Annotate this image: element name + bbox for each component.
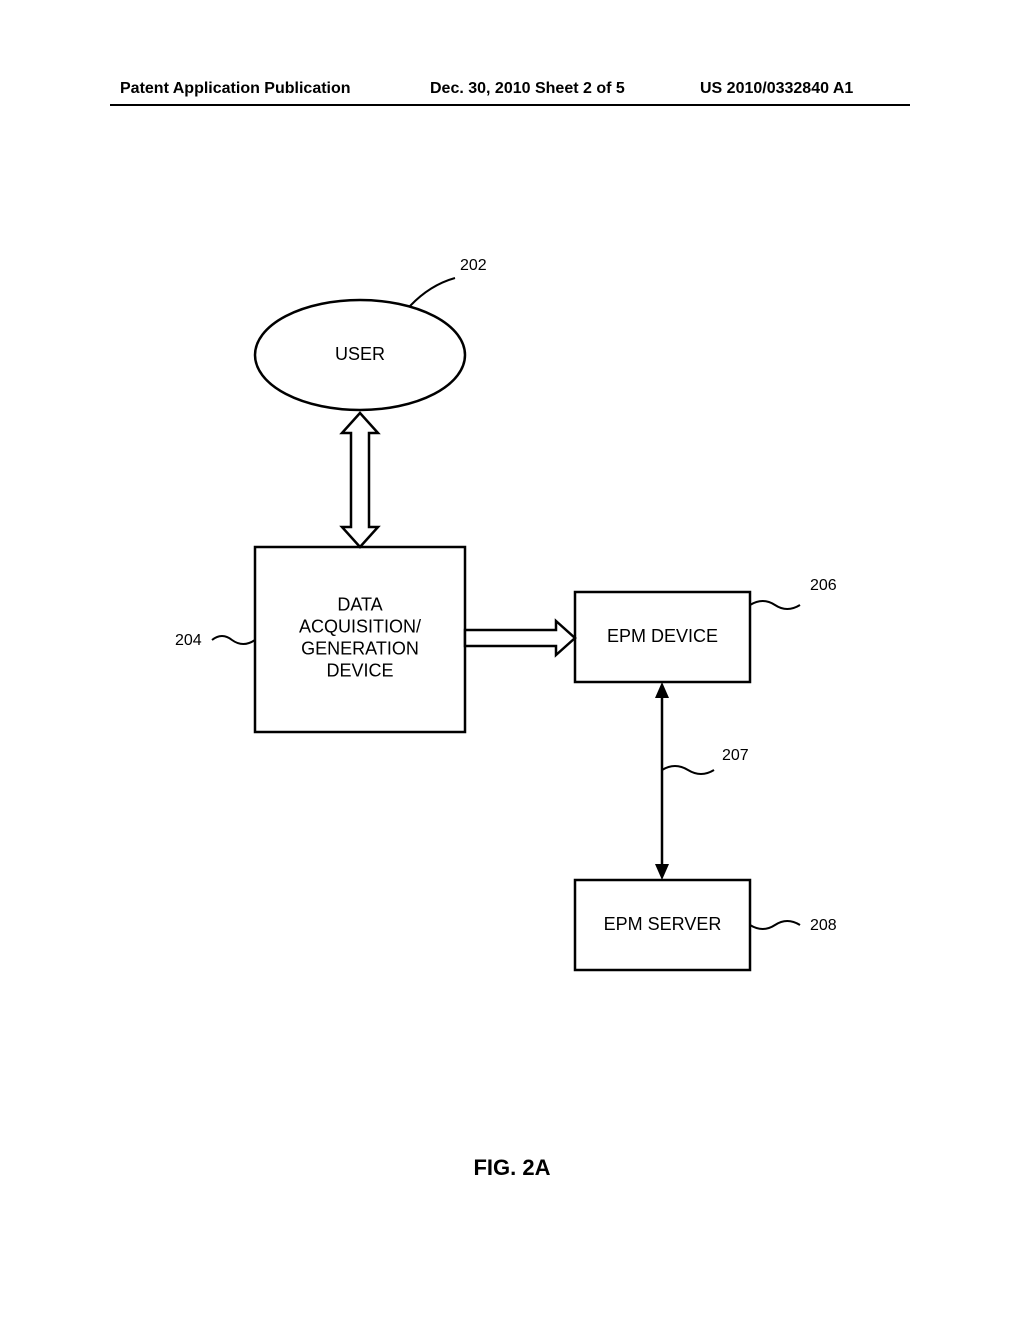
- data-device-label-2: ACQUISITION/: [299, 617, 421, 637]
- ref-208: 208: [810, 917, 837, 934]
- ref-202-leader: [410, 278, 455, 306]
- arrow-epm-head-top: [655, 682, 669, 698]
- ref-204-leader: [212, 636, 255, 644]
- ref-208-leader: [750, 921, 800, 929]
- data-device-label-4: DEVICE: [326, 661, 393, 681]
- diagram-svg: USER 202 DATA ACQUISITION/ GENERATION DE…: [0, 0, 1024, 1320]
- user-label: USER: [335, 344, 385, 364]
- epm-device-label: EPM DEVICE: [607, 626, 718, 646]
- ref-207-leader: [662, 766, 714, 774]
- ref-204: 204: [175, 632, 202, 649]
- ref-206: 206: [810, 577, 837, 594]
- arrow-user-data: [342, 413, 378, 547]
- ref-202: 202: [460, 257, 487, 274]
- page: Patent Application Publication Dec. 30, …: [0, 0, 1024, 1320]
- arrow-data-epmdevice: [465, 621, 575, 655]
- ref-207: 207: [722, 747, 749, 764]
- epm-server-label: EPM SERVER: [604, 914, 722, 934]
- arrow-epm-head-bottom: [655, 864, 669, 880]
- ref-206-leader: [750, 601, 800, 609]
- data-device-label-1: DATA: [337, 595, 382, 615]
- figure-caption: FIG. 2A: [0, 1155, 1024, 1181]
- data-device-label-3: GENERATION: [301, 639, 419, 659]
